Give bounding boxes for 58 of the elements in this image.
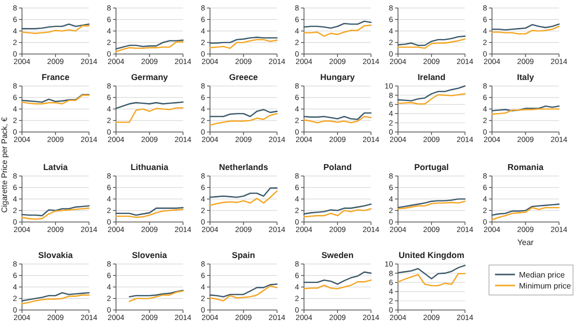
legend-label: Median price [519, 270, 566, 280]
line-series [303, 208, 372, 218]
line-series [21, 25, 90, 34]
line-series [491, 26, 560, 35]
line-series [209, 108, 278, 118]
line-series [397, 93, 466, 105]
line-series [209, 112, 278, 126]
line-series [397, 36, 466, 46]
chart-title: Slovenia [132, 250, 168, 260]
line-series [115, 206, 184, 216]
line-series [303, 271, 372, 285]
x-axis-title: Year [517, 238, 534, 247]
line-series [397, 264, 466, 280]
chart-title: Slovakia [38, 250, 74, 260]
line-series [397, 273, 466, 286]
chart-title: Latvia [43, 162, 68, 172]
chart-title: Ireland [418, 72, 446, 82]
chart-title: Greece [229, 72, 258, 82]
line-series [303, 24, 372, 37]
line-series [303, 20, 372, 29]
chart-title: Italy [516, 72, 534, 82]
line-series [128, 290, 184, 298]
line-series [21, 205, 90, 216]
chart-title: Romania [508, 162, 544, 172]
line-series [397, 200, 466, 210]
chart-title: Portugal [414, 162, 449, 172]
y-axis-title: Cigarette Price per Pack, € [0, 116, 9, 213]
chart-title: Hungary [320, 72, 356, 82]
line-series [115, 107, 184, 123]
chart-title: Netherlands [218, 162, 268, 172]
chart-title: Germany [131, 72, 168, 82]
line-series [397, 85, 466, 102]
line-series [209, 190, 278, 206]
chart-title: United Kingdom [398, 250, 465, 260]
line-series [21, 294, 90, 304]
line-series [491, 204, 560, 216]
line-series [115, 101, 184, 110]
line-series [303, 279, 372, 290]
chart-title: Sweden [321, 250, 354, 260]
line-series [209, 285, 278, 302]
line-series [397, 198, 466, 208]
line-series [21, 292, 90, 302]
line-series [303, 204, 372, 215]
line-series [303, 112, 372, 120]
chart-title: Lithuania [130, 162, 169, 172]
line-series [115, 40, 184, 50]
line-series [303, 116, 372, 124]
chart-title: Poland [323, 162, 352, 172]
line-series [209, 187, 278, 198]
line-series [209, 38, 278, 49]
chart-title: France [42, 72, 70, 82]
chart-title: Spain [232, 250, 256, 260]
line-series [397, 38, 466, 49]
line-series [209, 283, 278, 298]
line-series [128, 290, 184, 302]
line-series [115, 208, 184, 218]
legend-label: Minimum price [519, 281, 572, 290]
line-series [21, 208, 90, 220]
